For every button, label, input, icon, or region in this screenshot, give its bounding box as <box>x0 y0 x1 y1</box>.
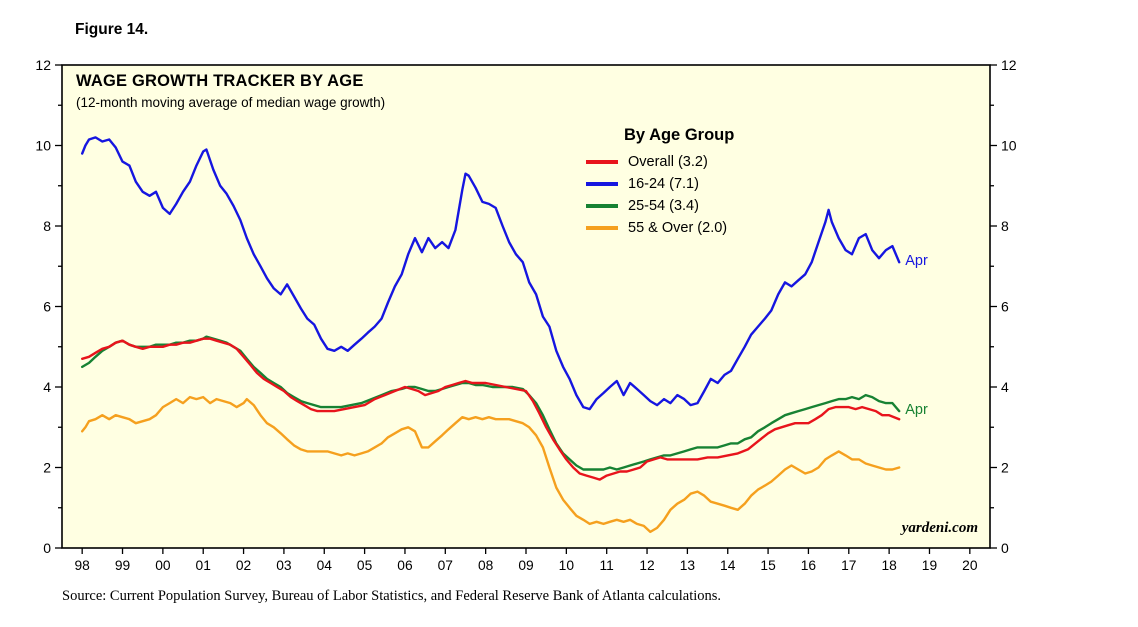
legend-swatch-age-16-24 <box>586 182 618 186</box>
legend-item-age-55-over: 55 & Over (2.0) <box>586 217 734 239</box>
x-tick-label: 17 <box>841 558 856 573</box>
y-tick-label-right: 10 <box>1001 138 1017 154</box>
x-tick-label: 11 <box>600 558 614 573</box>
legend: By Age Group Overall (3.2) 16-24 (7.1) 25-… <box>586 126 734 239</box>
x-tick-label: 06 <box>397 558 413 573</box>
chart-subtitle: (12-month moving average of median wage … <box>76 95 386 110</box>
x-tick-label: 00 <box>155 558 171 573</box>
x-tick-label: 12 <box>639 558 654 573</box>
legend-items: Overall (3.2) 16-24 (7.1) 25-54 (3.4) 55 & … <box>586 151 734 239</box>
legend-item-age-25-54: 25-54 (3.4) <box>586 195 734 217</box>
axis-tick-labels: 98 99 00 01 02 03 04 05 06 07 08 09 10 11 12 13 14 15 16 17… <box>35 57 1016 573</box>
legend-swatch-overall <box>586 160 618 164</box>
axis-ticks <box>55 64 997 554</box>
chart-title-block: WAGE GROWTH TRACKER BY AGE (12-month mov… <box>76 72 385 110</box>
x-tick-label: 05 <box>357 558 373 573</box>
source-line: Source: Current Population Survey, Burea… <box>62 588 722 604</box>
x-tick-label: 16 <box>801 558 817 573</box>
legend-item-age-16-24: 16-24 (7.1) <box>586 173 734 195</box>
series-line-overall <box>80 337 901 481</box>
y-tick-label-right: 12 <box>1001 57 1017 73</box>
y-tick-label-left: 2 <box>43 460 51 476</box>
series-line-age-55-over <box>80 395 901 534</box>
x-tick-label: 03 <box>276 558 292 573</box>
figure-label: Figure 14. <box>75 21 149 38</box>
y-tick-label-right: 8 <box>1001 218 1009 234</box>
x-tick-label: 18 <box>881 558 897 573</box>
x-tick-label: 04 <box>317 558 333 573</box>
legend-item-overall: Overall (3.2) <box>586 151 734 173</box>
y-tick-label-left: 6 <box>43 299 51 315</box>
x-tick-label: 07 <box>438 558 453 573</box>
watermark-yardeni: yardeni.com <box>901 520 978 536</box>
y-tick-label-left: 12 <box>35 57 51 73</box>
y-tick-label-left: 0 <box>43 540 51 556</box>
legend-label-overall: Overall (3.2) <box>628 154 708 170</box>
x-tick-label: 98 <box>74 558 90 573</box>
x-tick-label: 08 <box>478 558 494 573</box>
x-tick-label: 01 <box>196 558 211 573</box>
y-tick-label-left: 4 <box>43 379 51 395</box>
x-tick-label: 99 <box>115 558 131 573</box>
legend-swatch-age-25-54 <box>586 204 618 208</box>
x-tick-label: 09 <box>518 558 534 573</box>
x-tick-label: 15 <box>760 558 776 573</box>
apr-label-25-54: Apr <box>905 402 928 419</box>
y-tick-label-right: 6 <box>1001 299 1009 315</box>
x-tick-label: 19 <box>922 558 938 573</box>
x-tick-label: 10 <box>559 558 575 573</box>
plot-area <box>61 64 991 549</box>
x-tick-label: 14 <box>720 558 736 573</box>
y-tick-label-right: 2 <box>1001 460 1009 476</box>
legend-label-age-25-54: 25-54 (3.4) <box>628 198 699 214</box>
y-tick-label-right: 4 <box>1001 379 1009 395</box>
y-tick-label-left: 8 <box>43 218 51 234</box>
x-tick-label: 02 <box>236 558 251 573</box>
y-tick-label-left: 10 <box>35 138 51 154</box>
apr-label-16-24: Apr <box>905 253 928 270</box>
legend-label-age-16-24: 16-24 (7.1) <box>628 176 699 192</box>
legend-title: By Age Group <box>624 126 735 144</box>
chart-title: WAGE GROWTH TRACKER BY AGE <box>76 72 364 90</box>
y-tick-label-right: 0 <box>1001 540 1009 556</box>
legend-label-age-55-over: 55 & Over (2.0) <box>628 220 728 236</box>
series-lines <box>80 136 901 534</box>
series-line-age-16-24 <box>80 136 901 411</box>
legend-swatch-age-55-over <box>586 226 618 230</box>
x-tick-label: 20 <box>962 558 978 573</box>
x-tick-label: 13 <box>680 558 696 573</box>
